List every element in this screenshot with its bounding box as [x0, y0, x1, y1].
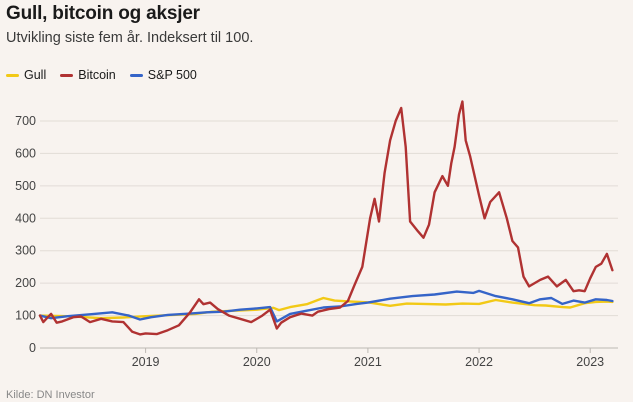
legend-label-gold: Gull	[24, 68, 47, 82]
y-tick-label: 700	[15, 114, 36, 128]
legend-swatch-gold	[6, 73, 19, 77]
x-tick-label: 2019	[132, 355, 160, 369]
chart-title: Gull, bitcoin og aksjer	[6, 3, 200, 24]
y-tick-labels: 0 100 200 300 400 500 600 700	[15, 114, 36, 355]
x-tick-label: 2022	[465, 355, 493, 369]
y-tick-label: 0	[29, 341, 36, 355]
y-tick-label: 400	[15, 211, 36, 225]
y-tick-label: 200	[15, 276, 36, 290]
y-tick-label: 300	[15, 244, 36, 258]
legend-label-sp500: S&P 500	[147, 68, 197, 82]
legend-item-bitcoin: Bitcoin	[60, 68, 116, 82]
y-tick-label: 500	[15, 179, 36, 193]
series-line-bitcoin	[38, 100, 614, 336]
y-tick-label: 100	[15, 309, 36, 323]
grid-layer	[40, 120, 618, 349]
y-tick-label: 600	[15, 146, 36, 160]
series-layer	[38, 100, 614, 336]
x-tick-label: 2023	[576, 355, 604, 369]
x-tick-labels: 2019 2020 2021 2022 2023	[132, 348, 604, 369]
legend-label-bitcoin: Bitcoin	[78, 68, 116, 82]
legend: Gull Bitcoin S&P 500	[6, 68, 197, 82]
legend-item-sp500: S&P 500	[129, 68, 197, 82]
chart-subtitle: Utvikling siste fem år. Indeksert til 10…	[6, 30, 254, 46]
x-tick-label: 2020	[243, 355, 271, 369]
legend-swatch-bitcoin	[60, 73, 74, 77]
legend-swatch-sp500	[129, 73, 143, 77]
legend-item-gold: Gull	[6, 68, 46, 82]
x-tick-label: 2021	[354, 355, 382, 369]
source-note: Kilde: DN Investor	[6, 389, 95, 401]
